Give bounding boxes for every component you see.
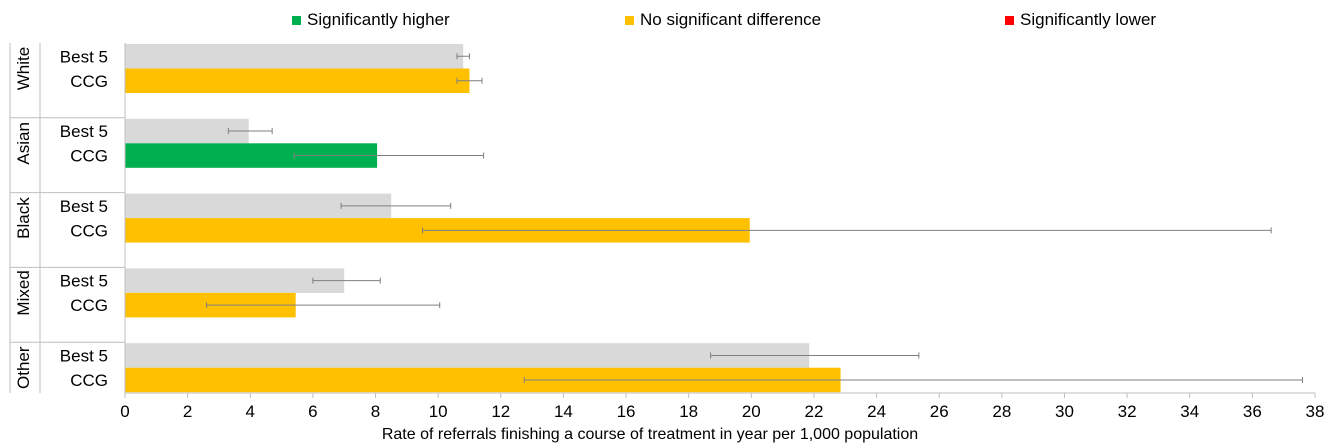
bar-category-label: CCG xyxy=(70,221,108,240)
bar-category-label: Best 5 xyxy=(60,122,108,141)
group-label: Asian xyxy=(14,122,33,165)
group-label: Black xyxy=(14,197,33,239)
bar-white-ccg xyxy=(125,68,470,93)
legend-swatch-red xyxy=(1005,15,1014,25)
x-tick-label: 24 xyxy=(867,402,886,421)
bar-category-label: Best 5 xyxy=(60,197,108,216)
x-tick-label: 34 xyxy=(1180,402,1199,421)
x-tick-label: 30 xyxy=(1055,402,1074,421)
x-tick-label: 8 xyxy=(371,402,380,421)
x-tick-label: 2 xyxy=(183,402,192,421)
x-tick-label: 16 xyxy=(617,402,636,421)
x-tick-label: 12 xyxy=(491,402,510,421)
x-tick-label: 26 xyxy=(930,402,949,421)
legend-item-significantly-higher: Significantly higher xyxy=(292,10,450,30)
x-tick-label: 4 xyxy=(246,402,255,421)
bar-category-label: CCG xyxy=(70,147,108,166)
legend-label: No significant difference xyxy=(640,10,822,29)
x-tick-label: 0 xyxy=(120,402,129,421)
legend-label: Significantly higher xyxy=(307,10,450,29)
bar-category-label: CCG xyxy=(70,296,108,315)
x-tick-label: 32 xyxy=(1118,402,1137,421)
x-tick-label: 6 xyxy=(308,402,317,421)
legend-item-no-significant-difference: No significant difference xyxy=(625,10,821,30)
bar-mixed-best-5 xyxy=(125,268,345,293)
bar-category-label: CCG xyxy=(70,72,108,91)
group-label: Mixed xyxy=(14,270,33,315)
x-tick-label: 36 xyxy=(1243,402,1262,421)
x-tick-label: 38 xyxy=(1306,402,1325,421)
bar-category-label: Best 5 xyxy=(60,272,108,291)
legend-swatch-green xyxy=(292,15,301,25)
bar-category-label: Best 5 xyxy=(60,47,108,66)
x-axis-title: Rate of referrals finishing a course of … xyxy=(382,426,918,443)
x-tick-label: 20 xyxy=(742,402,761,421)
bar-category-label: Best 5 xyxy=(60,346,108,365)
legend-label: Significantly lower xyxy=(1020,10,1157,29)
bar-other-best-5 xyxy=(125,343,810,368)
legend-item-significantly-lower: Significantly lower xyxy=(1005,10,1156,30)
x-tick-label: 14 xyxy=(554,402,573,421)
x-tick-label: 10 xyxy=(429,402,448,421)
group-label: Other xyxy=(14,346,33,389)
x-tick-label: 28 xyxy=(992,402,1011,421)
bar-white-best-5 xyxy=(125,44,464,69)
x-tick-label: 22 xyxy=(804,402,823,421)
group-label: White xyxy=(14,47,33,90)
legend: Significantly higher No significant diff… xyxy=(0,0,1330,36)
x-tick-label: 18 xyxy=(679,402,698,421)
legend-swatch-amber xyxy=(625,15,634,25)
bar-category-label: CCG xyxy=(70,371,108,390)
